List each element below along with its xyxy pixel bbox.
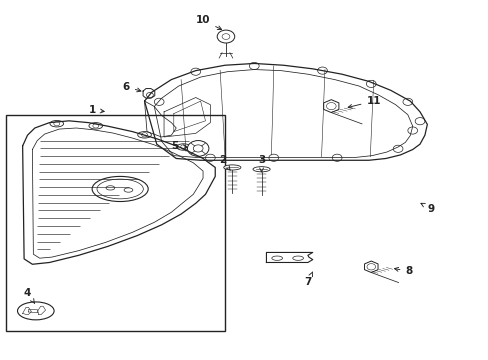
- Text: 9: 9: [420, 203, 434, 214]
- Text: 7: 7: [304, 272, 312, 287]
- Polygon shape: [22, 307, 31, 315]
- Text: 5: 5: [171, 141, 187, 151]
- Polygon shape: [38, 306, 45, 315]
- Text: 8: 8: [394, 266, 412, 276]
- Ellipse shape: [50, 121, 63, 127]
- Bar: [5, 116, 224, 330]
- Text: 11: 11: [347, 96, 380, 108]
- Polygon shape: [364, 261, 377, 273]
- Ellipse shape: [89, 123, 102, 129]
- Circle shape: [217, 30, 234, 43]
- Ellipse shape: [224, 165, 241, 170]
- Ellipse shape: [252, 167, 269, 172]
- Polygon shape: [28, 310, 38, 313]
- Text: 3: 3: [257, 155, 264, 172]
- Circle shape: [187, 140, 208, 156]
- Text: 6: 6: [122, 82, 141, 92]
- Ellipse shape: [138, 132, 151, 138]
- Ellipse shape: [18, 302, 54, 320]
- Ellipse shape: [176, 144, 190, 150]
- Text: 4: 4: [24, 288, 34, 303]
- Text: 1: 1: [88, 105, 104, 115]
- Text: 2: 2: [219, 155, 230, 170]
- Polygon shape: [323, 100, 338, 113]
- Ellipse shape: [92, 176, 148, 202]
- Text: 10: 10: [196, 15, 221, 30]
